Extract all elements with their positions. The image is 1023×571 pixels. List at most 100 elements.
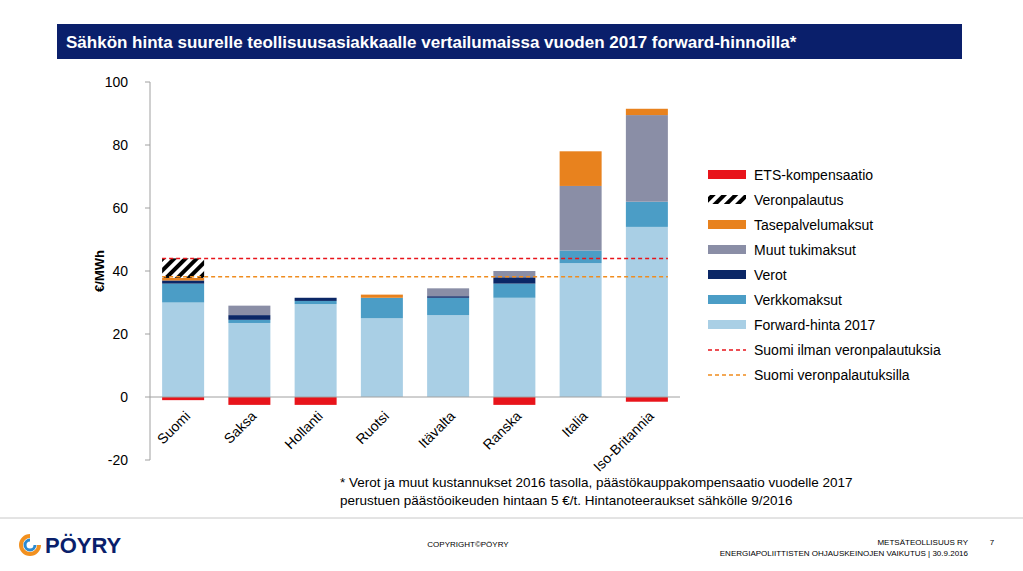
bar-segment bbox=[427, 315, 469, 397]
footer-organization: METSÄTEOLLISUUS RY bbox=[877, 538, 968, 547]
bar-segment bbox=[295, 298, 337, 301]
legend-swatch bbox=[708, 374, 746, 376]
bar-segment bbox=[228, 320, 270, 323]
legend-label: Verkkomaksut bbox=[754, 292, 842, 308]
reference-line bbox=[162, 258, 668, 260]
bar-segment bbox=[560, 151, 602, 152]
x-tick-label: Iso-Britannia bbox=[590, 408, 657, 475]
chart-root: Sähkön hinta suurelle teollisuusasiakkaa… bbox=[0, 0, 1023, 571]
legend-swatch bbox=[708, 349, 746, 351]
bar-segment bbox=[361, 318, 403, 397]
reference-line bbox=[162, 276, 668, 278]
bar-segment bbox=[427, 288, 469, 289]
legend-label: Muut tukimaksut bbox=[754, 242, 856, 258]
y-tick bbox=[145, 334, 150, 335]
footer-rule bbox=[0, 518, 1023, 519]
bar-segment bbox=[427, 288, 469, 296]
bar-segment bbox=[295, 301, 337, 304]
legend-label: Suomi ilman veronpalautuksia bbox=[754, 342, 941, 358]
bar-segment bbox=[560, 151, 602, 152]
footnote: * Verot ja muut kustannukset 2016 tasoll… bbox=[340, 475, 853, 490]
y-axis-label: €/MWh bbox=[92, 250, 107, 292]
legend-swatch bbox=[708, 245, 746, 254]
title-banner bbox=[57, 24, 962, 59]
page-number: 7 bbox=[990, 538, 995, 547]
y-tick-label: 100 bbox=[105, 74, 129, 90]
bar-segment bbox=[295, 297, 337, 298]
y-tick bbox=[145, 82, 150, 83]
logo-icon bbox=[21, 536, 39, 554]
bar-segment bbox=[560, 186, 602, 251]
legend-label: Tasepalvelumaksut bbox=[754, 217, 873, 233]
bar-segment bbox=[228, 315, 270, 320]
bar-segment bbox=[493, 284, 535, 298]
logo: PÖYRY bbox=[21, 533, 122, 558]
y-tick-label: -20 bbox=[108, 452, 128, 468]
bar-segment bbox=[626, 115, 668, 202]
bar-segment bbox=[361, 298, 403, 318]
bar-segment bbox=[626, 227, 668, 397]
bar-segment bbox=[162, 280, 204, 283]
x-tick-label: Ranska bbox=[480, 408, 525, 453]
bar-segment bbox=[493, 277, 535, 283]
x-tick-label: Suomi bbox=[154, 408, 193, 447]
bar-segment bbox=[427, 288, 469, 289]
legend-swatch bbox=[708, 170, 746, 179]
y-tick bbox=[145, 271, 150, 272]
y-tick bbox=[145, 145, 150, 146]
bar-segment bbox=[228, 305, 270, 306]
bar-segment bbox=[427, 288, 469, 289]
bar-segment bbox=[228, 305, 270, 306]
y-tick bbox=[145, 208, 150, 209]
x-axis bbox=[150, 397, 680, 398]
bar-segment bbox=[162, 258, 204, 278]
bar-segment bbox=[162, 284, 204, 303]
x-tick-label: Hollanti bbox=[281, 408, 325, 452]
bar-segment bbox=[361, 294, 403, 295]
x-tick-label: Ruotsi bbox=[353, 408, 392, 447]
x-tick-label: Italia bbox=[559, 408, 591, 440]
legend-swatch bbox=[708, 295, 746, 304]
legend-swatch bbox=[708, 220, 746, 229]
legend-label: Veronpalautus bbox=[754, 192, 844, 208]
bar-segment bbox=[228, 323, 270, 397]
y-tick-label: 20 bbox=[112, 326, 128, 342]
bar-segment bbox=[361, 294, 403, 295]
bar-segment bbox=[427, 298, 469, 315]
bars bbox=[162, 109, 668, 405]
bar-segment bbox=[626, 108, 668, 109]
x-tick-label: Itävalta bbox=[415, 408, 458, 451]
footer-subtitle: ENERGIAPOLIITTISTEN OHJAUSKEINOJEN VAIKU… bbox=[720, 549, 969, 558]
bar-segment bbox=[626, 202, 668, 227]
bar-segment bbox=[493, 298, 535, 397]
bar-segment bbox=[493, 397, 535, 405]
bar-segment bbox=[560, 263, 602, 397]
title: Sähkön hinta suurelle teollisuusasiakkaa… bbox=[66, 33, 797, 52]
x-tick-label: Saksa bbox=[221, 408, 260, 447]
bar-segment bbox=[626, 397, 668, 402]
bar-segment bbox=[361, 295, 403, 298]
logo-icon bbox=[25, 540, 35, 550]
bar-segment bbox=[295, 397, 337, 405]
y-tick bbox=[145, 397, 150, 398]
bar-segment bbox=[228, 306, 270, 315]
legend-label: ETS-kompensaatio bbox=[754, 167, 873, 183]
bar-segment bbox=[560, 251, 602, 264]
legend-label: Forward-hinta 2017 bbox=[754, 317, 876, 333]
legend-swatch bbox=[708, 320, 746, 329]
reference-lines bbox=[162, 258, 668, 276]
bar-segment bbox=[493, 271, 535, 272]
bar-segment bbox=[295, 304, 337, 397]
y-tick-label: 60 bbox=[112, 200, 128, 216]
bar-segment bbox=[162, 278, 204, 281]
bar-segment bbox=[560, 151, 602, 186]
legend-label: Verot bbox=[754, 267, 787, 283]
legend-label: Suomi veronpalautuksilla bbox=[754, 367, 910, 383]
y-tick-label: 80 bbox=[112, 137, 128, 153]
legend-swatch bbox=[708, 195, 746, 204]
legend-swatch bbox=[708, 270, 746, 279]
bar-segment bbox=[427, 296, 469, 298]
logo-text: PÖYRY bbox=[45, 533, 122, 558]
y-tick-label: 40 bbox=[112, 263, 128, 279]
bar-segment bbox=[295, 297, 337, 298]
